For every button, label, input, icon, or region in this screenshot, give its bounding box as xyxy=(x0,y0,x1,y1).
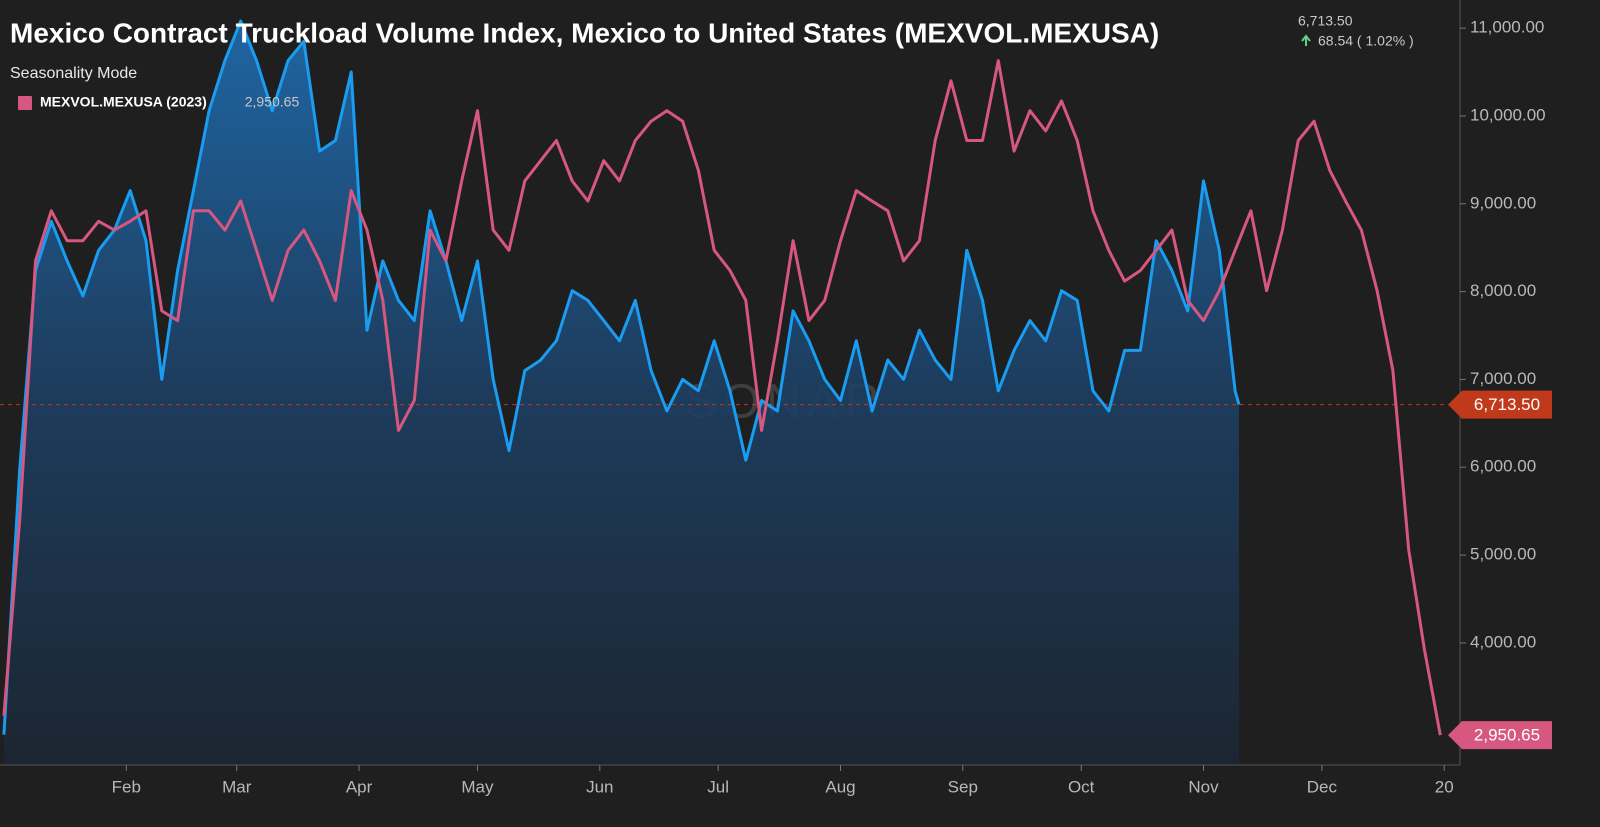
x-tick-label: Apr xyxy=(346,777,373,796)
x-tick-label: Dec xyxy=(1307,777,1338,796)
x-tick-label: Aug xyxy=(825,777,855,796)
x-tick-label: May xyxy=(461,777,494,796)
y-tick-label: 4,000.00 xyxy=(1470,632,1536,651)
price-label: 2,950.65 xyxy=(1474,726,1540,745)
x-tick-label: Jun xyxy=(586,777,613,796)
x-tick-label: Mar xyxy=(222,777,252,796)
y-tick-label: 11,000.00 xyxy=(1470,18,1544,37)
x-tick-label: 20 xyxy=(1435,777,1454,796)
price-label: 6,713.50 xyxy=(1474,395,1540,414)
legend-label: MEXVOL.MEXUSA (2023) xyxy=(40,94,207,110)
line xyxy=(2,59,1442,736)
legend-value: 2,950.65 xyxy=(245,94,300,110)
header-value: 6,713.50 xyxy=(1298,13,1353,29)
y-tick-label: 8,000.00 xyxy=(1470,281,1536,300)
y-tick-label: 6,000.00 xyxy=(1470,457,1536,476)
y-tick-label: 5,000.00 xyxy=(1470,545,1536,564)
header-change: 68.54 ( 1.02% ) xyxy=(1318,33,1414,49)
y-tick-label: 10,000.00 xyxy=(1470,105,1546,124)
x-tick-label: Oct xyxy=(1068,777,1095,796)
line xyxy=(2,19,1241,735)
price-label-box xyxy=(1448,721,1552,750)
x-tick-label: Jul xyxy=(707,777,729,796)
chart-title: Mexico Contract Truckload Volume Index, … xyxy=(10,17,1159,48)
x-tick-label: Feb xyxy=(112,777,141,796)
x-tick-label: Sep xyxy=(948,777,978,796)
area xyxy=(3,21,1239,766)
x-tick-label: Nov xyxy=(1188,777,1219,796)
plot-area: SONAR xyxy=(0,19,1460,766)
up-arrow-icon xyxy=(1301,34,1311,46)
y-tick-label: 7,000.00 xyxy=(1470,369,1536,388)
legend-swatch xyxy=(18,96,32,110)
y-tick-label: 9,000.00 xyxy=(1470,193,1536,212)
subtitle: Seasonality Mode xyxy=(10,65,137,82)
price-label-box xyxy=(1448,390,1552,419)
